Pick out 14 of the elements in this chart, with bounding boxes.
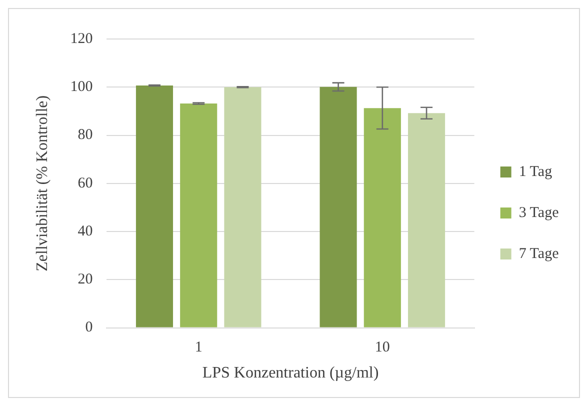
x-axis-title: LPS Konzentration (µg/ml): [202, 364, 379, 382]
x-tick-label: 1: [194, 340, 202, 356]
legend-label: 3 Tage: [518, 204, 560, 221]
y-tick-label: 120: [70, 30, 93, 47]
y-axis-title: Zellviabilität (% Kontrolle): [34, 95, 51, 272]
y-tick-label: 20: [78, 272, 93, 288]
x-tick-label: 10: [374, 340, 390, 356]
y-tick-label: 100: [70, 79, 93, 96]
legend-label: 1 Tag: [518, 164, 553, 180]
y-tick-label: 0: [85, 320, 93, 336]
y-tick-label: 40: [78, 223, 93, 240]
y-tick-label: 80: [78, 127, 93, 144]
legend-label: 7 Tage: [518, 246, 560, 262]
y-tick-label: 60: [78, 175, 93, 192]
